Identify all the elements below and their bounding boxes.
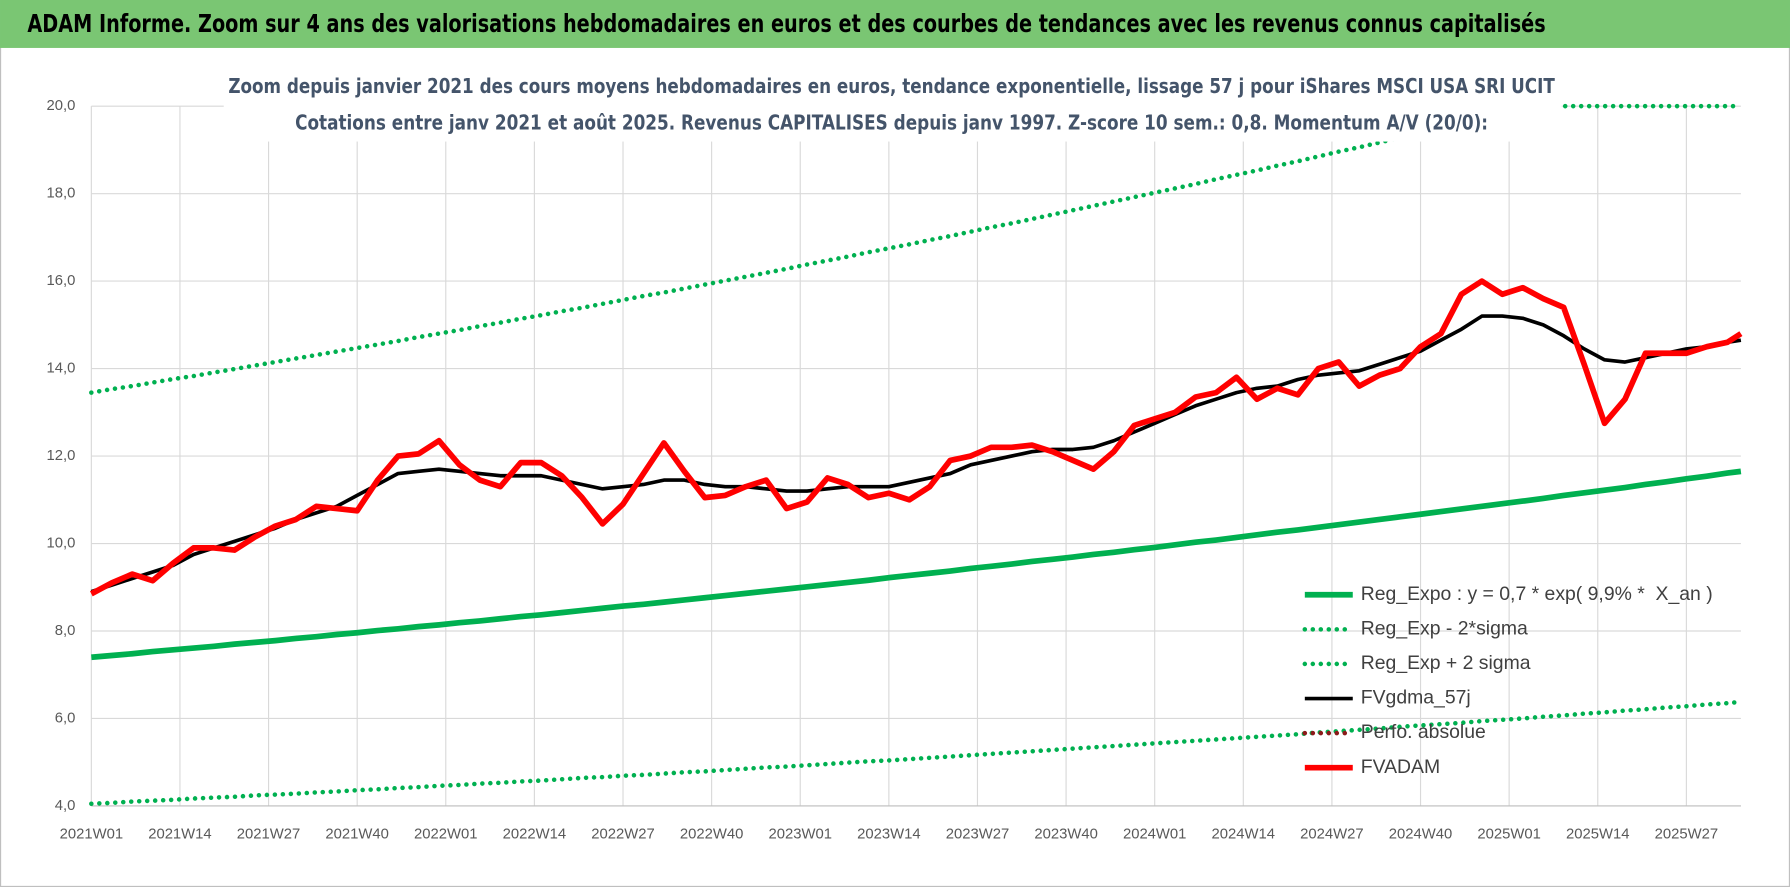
- y-tick-label: 10,0: [46, 535, 75, 551]
- x-tick-label: 2025W14: [1566, 826, 1629, 842]
- x-tick-label: 2022W14: [503, 826, 566, 842]
- header-title: ADAM Informe. Zoom sur 4 ans des valoris…: [27, 9, 1545, 38]
- y-tick-label: 20,0: [46, 98, 75, 114]
- legend-label: Perfo. absolue: [1361, 721, 1486, 743]
- x-tick-label: 2025W27: [1655, 826, 1718, 842]
- y-tick-label: 6,0: [55, 710, 76, 726]
- series-line: [89, 278, 1743, 597]
- x-tick-label: 2024W40: [1389, 826, 1452, 842]
- x-tick-label: 2022W40: [680, 826, 743, 842]
- y-tick-label: 8,0: [55, 623, 76, 639]
- x-tick-label: 2024W27: [1300, 826, 1363, 842]
- y-tick-label: 18,0: [46, 186, 75, 202]
- x-tick-label: 2022W01: [414, 826, 477, 842]
- x-tick-label: 2024W01: [1123, 826, 1186, 842]
- header-bar: [0, 0, 1790, 48]
- x-tick-label: 2022W27: [591, 826, 654, 842]
- series-line: [89, 699, 1744, 807]
- y-tick-label: 16,0: [46, 273, 75, 289]
- x-tick-label: 2023W14: [857, 826, 920, 842]
- legend: Reg_Expo : y = 0,7 * exp( 9,9% * X_an ) R…: [1302, 583, 1713, 778]
- x-tick-label: 2021W14: [148, 826, 211, 842]
- y-tick-label: 12,0: [46, 448, 75, 464]
- legend-label: Reg_Expo : y = 0,7 * exp( 9,9% * X_an ): [1361, 583, 1713, 605]
- legend-label: FVADAM: [1361, 756, 1440, 778]
- chart-subtitle: Cotations entre janv 2021 et août 2025. …: [295, 110, 1488, 134]
- x-tick-label: 2024W14: [1212, 826, 1275, 842]
- y-tick-label: 4,0: [55, 798, 76, 814]
- x-tick-label: 2021W01: [60, 826, 123, 842]
- legend-label: Reg_Exp + 2 sigma: [1361, 652, 1531, 674]
- x-tick-label: 2021W40: [325, 826, 388, 842]
- y-tick-label: 14,0: [46, 361, 75, 377]
- title-background: [223, 68, 1562, 142]
- x-tick-label: 2021W27: [237, 826, 300, 842]
- x-tick-label: 2025W01: [1477, 826, 1540, 842]
- x-tick-label: 2023W27: [946, 826, 1009, 842]
- series-line: [90, 314, 1742, 594]
- series-line: [91, 468, 1742, 661]
- x-tick-label: 2023W01: [768, 826, 831, 842]
- x-tick-label: 2023W40: [1034, 826, 1097, 842]
- chart-title: Zoom depuis janvier 2021 des cours moyen…: [228, 74, 1555, 98]
- legend-label: FVgdma_57j: [1361, 687, 1471, 709]
- legend-label: Reg_Exp - 2*sigma: [1361, 617, 1528, 639]
